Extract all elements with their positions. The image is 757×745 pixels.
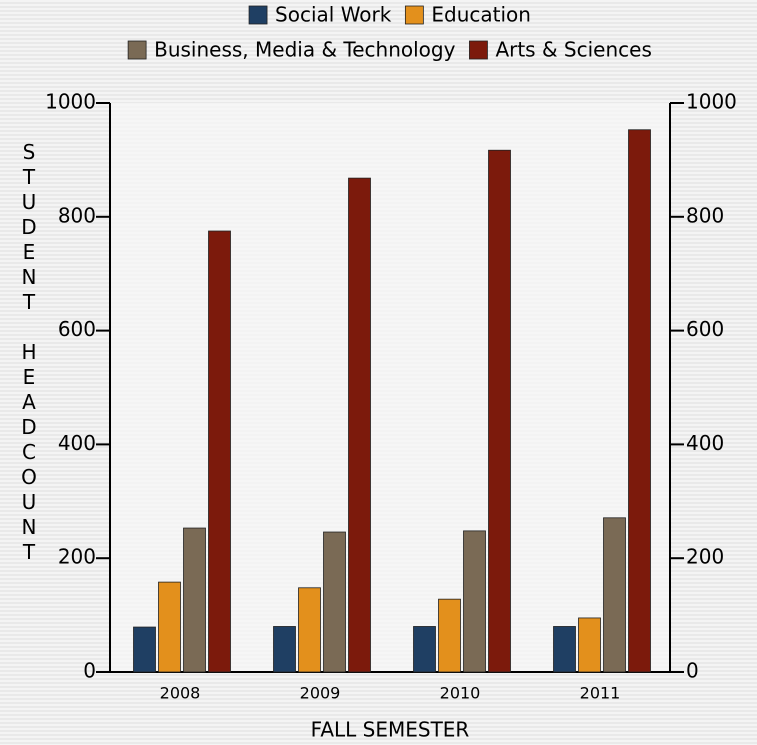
- x-tick-label: 2010: [440, 684, 481, 703]
- bar: [323, 531, 346, 673]
- y-tick-label: 0: [83, 659, 96, 683]
- bar: [628, 129, 651, 673]
- bar: [273, 626, 296, 673]
- legend-swatch: [248, 5, 268, 25]
- bar: [578, 617, 601, 673]
- y2-tick-label: 200: [686, 545, 724, 569]
- x-tick-label: 2009: [300, 684, 341, 703]
- bar: [298, 587, 321, 673]
- y2-tick-label: 0: [686, 659, 699, 683]
- bar: [603, 517, 626, 673]
- legend-swatch: [127, 40, 147, 60]
- y-tick-label: 200: [58, 545, 96, 569]
- bar: [413, 626, 436, 673]
- bar: [208, 230, 231, 673]
- y2-tick-label: 800: [686, 203, 724, 227]
- y2-tick-label: 1000: [686, 90, 737, 114]
- y2-tick-label: 600: [686, 317, 724, 341]
- bar: [348, 177, 371, 673]
- bar: [183, 527, 206, 673]
- y-axis-title: STUDENT HEADCOUNT: [17, 140, 41, 565]
- y-tick-label: 800: [58, 203, 96, 227]
- legend-swatch: [469, 40, 488, 60]
- bar: [463, 530, 486, 673]
- y-tick-label: 1000: [45, 90, 96, 114]
- y-tick-label: 600: [58, 317, 96, 341]
- x-axis-title: FALL SEMESTER: [311, 718, 470, 742]
- y-tick-label: 400: [58, 431, 96, 455]
- bar: [133, 626, 156, 673]
- bar: [553, 626, 576, 673]
- legend-swatch: [404, 5, 424, 25]
- bar: [488, 149, 511, 673]
- legend-label: Education: [431, 3, 531, 27]
- x-tick-label: 2011: [580, 684, 621, 703]
- legend-label: Arts & Sciences: [495, 38, 651, 62]
- bar: [438, 598, 461, 673]
- legend-label: Business, Media & Technology: [154, 38, 455, 62]
- y2-tick-label: 400: [686, 431, 724, 455]
- legend-label: Social Work: [275, 3, 392, 27]
- x-tick-label: 2008: [160, 684, 201, 703]
- bar: [158, 581, 181, 673]
